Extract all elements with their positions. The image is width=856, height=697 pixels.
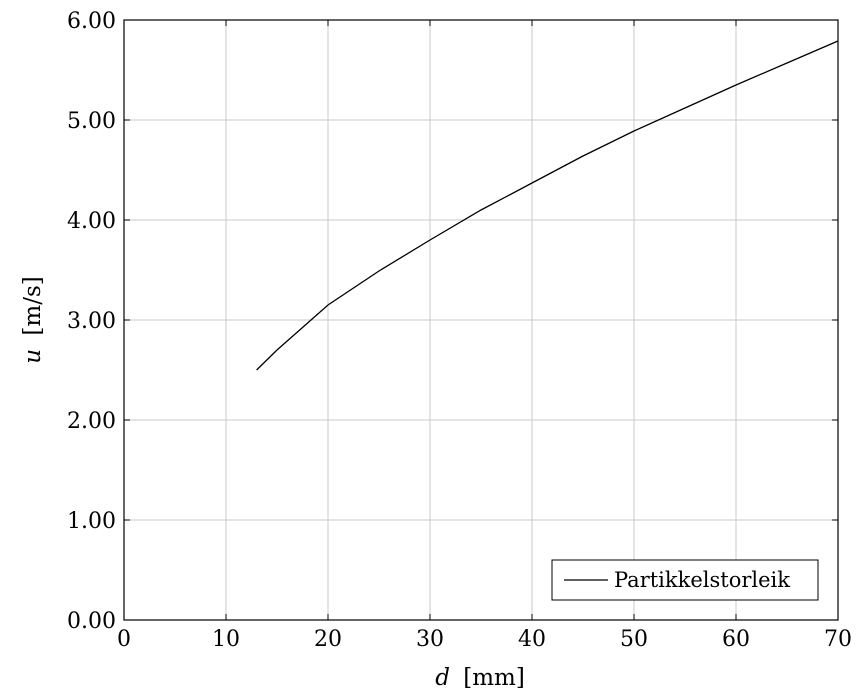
y-tick-label: 4.00 [67,209,116,234]
x-tick-label: 30 [416,627,444,652]
grid-lines [123,19,839,621]
x-axis-unit: [mm] [463,665,525,691]
y-tick-label: 5.00 [67,109,116,134]
axis-ticks [123,19,839,621]
y-tick-label: 1.00 [67,509,116,534]
y-axis-unit: [m/s] [20,276,46,335]
y-tick-label: 6.00 [67,9,116,34]
y-tick-label: 2.00 [67,409,116,434]
x-tick-labels: 0 10 20 30 40 50 60 70 [117,627,852,652]
y-axis-label: u [m/s] [20,276,46,363]
y-axis-variable: u [20,349,46,364]
series-line-partikkelstorleik [256,40,839,371]
x-axis-label: d [mm] [435,665,525,691]
x-tick-label: 20 [314,627,342,652]
x-tick-label: 70 [824,627,852,652]
legend: Partikkelstorleik [551,559,819,601]
y-tick-label: 3.00 [67,309,116,334]
legend-entry-label: Partikkelstorleik [614,568,790,592]
y-tick-labels: 0.00 1.00 2.00 3.00 4.00 5.00 6.00 [67,9,116,634]
x-tick-label: 10 [212,627,240,652]
x-tick-label: 40 [518,627,546,652]
x-tick-label: 50 [620,627,648,652]
x-tick-label: 0 [117,627,131,652]
y-tick-label: 0.00 [67,609,116,634]
x-axis-variable: d [435,665,450,691]
x-tick-label: 60 [722,627,750,652]
